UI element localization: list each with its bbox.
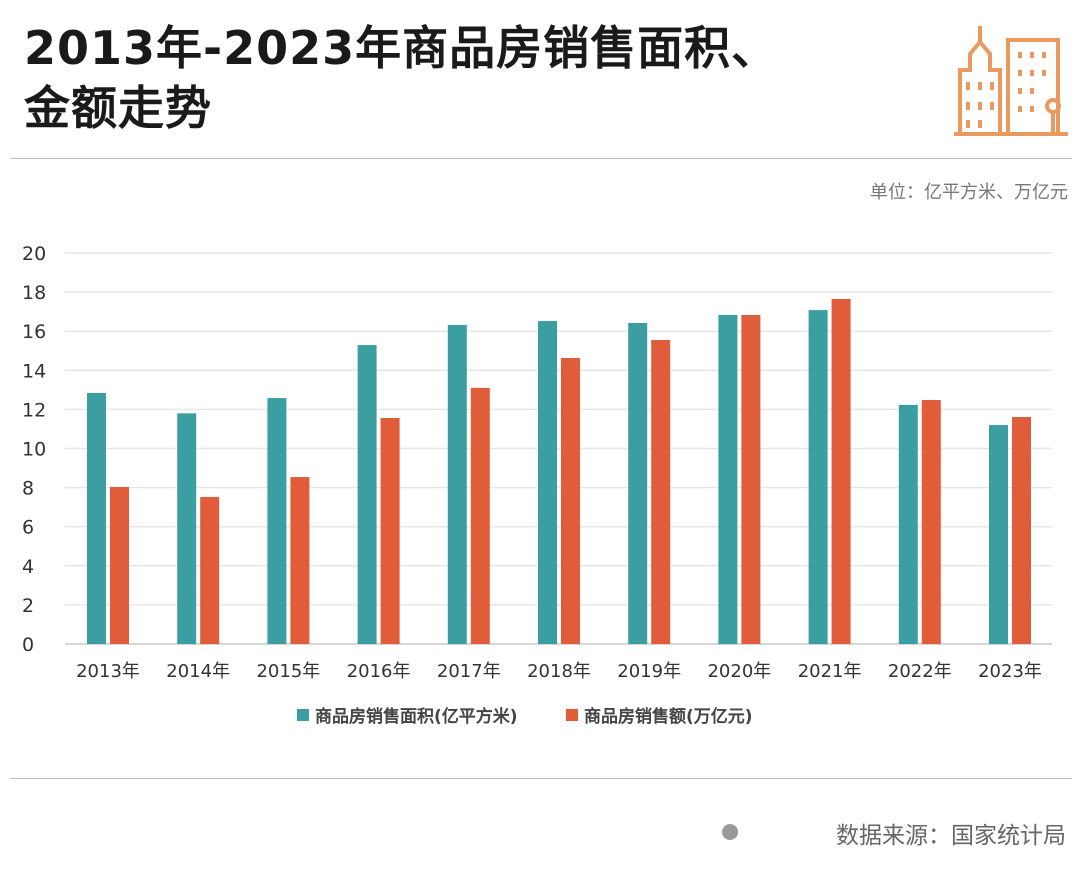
unit-label: 单位：亿平方米、万亿元 <box>870 182 1068 203</box>
bar-amount <box>741 314 761 644</box>
legend-label: 商品房销售额(万亿元) <box>584 706 753 727</box>
bar-area <box>87 392 106 644</box>
bar-amount <box>561 357 580 644</box>
y-tick-label: 2 <box>22 595 34 617</box>
y-tick-label: 14 <box>22 360 46 382</box>
bar-area <box>808 310 828 644</box>
bullet-icon <box>722 824 738 840</box>
title-line-2: 金额走势 <box>24 81 212 135</box>
x-tick-label: 2016年 <box>347 661 411 682</box>
bar-area <box>628 322 648 644</box>
y-tick-label: 20 <box>22 243 46 265</box>
legend-label: 商品房销售面积(亿平方米) <box>315 706 518 727</box>
y-tick-label: 4 <box>22 556 34 578</box>
y-tick-label: 18 <box>22 282 46 304</box>
y-tick-label: 10 <box>22 439 46 461</box>
bar-amount <box>651 339 671 644</box>
y-tick-label: 12 <box>22 399 46 421</box>
footer-divider <box>10 778 1072 779</box>
bar-amount <box>380 418 400 644</box>
bar-area <box>718 314 738 644</box>
page-title: 2013年-2023年商品房销售面积、 金额走势 <box>24 18 778 138</box>
bar-amount <box>921 400 941 644</box>
x-tick-label: 2018年 <box>527 661 591 682</box>
bar-area <box>989 425 1008 644</box>
bar-amount <box>831 298 851 644</box>
x-tick-label: 2013年 <box>76 661 140 682</box>
bar-amount <box>470 387 490 644</box>
header-divider <box>10 158 1072 159</box>
legend-swatch <box>297 709 309 721</box>
x-tick-label: 2020年 <box>707 661 771 682</box>
x-tick-label: 2017年 <box>437 661 501 682</box>
x-tick-label: 2019年 <box>617 661 681 682</box>
city-buildings-icon <box>954 26 1068 136</box>
bar-chart: 0 2 4 6 8 10 12 14 16 18 20 2013年 2014年 2015年 2016年 201… <box>22 243 1052 727</box>
bar-area <box>898 404 918 644</box>
y-tick-label: 0 <box>22 634 34 656</box>
bar-area <box>267 398 287 644</box>
bar-area <box>447 324 467 644</box>
bar-area <box>538 321 557 644</box>
legend-swatch <box>566 709 578 721</box>
bar-amount <box>1012 417 1031 644</box>
x-tick-label: 2023年 <box>978 661 1042 682</box>
x-tick-label: 2015年 <box>256 661 320 682</box>
x-tick-label: 2022年 <box>888 661 952 682</box>
bar-amount <box>110 487 129 644</box>
title-line-1: 2013年-2023年商品房销售面积、 <box>24 21 779 75</box>
bar-amount <box>290 477 310 644</box>
bar-area <box>177 413 197 644</box>
bar-area <box>357 345 377 644</box>
y-tick-label: 8 <box>22 478 34 500</box>
y-tick-label: 6 <box>22 517 34 539</box>
x-tick-label: 2014年 <box>166 661 230 682</box>
data-source: 数据来源：国家统计局 <box>836 823 1066 849</box>
bar-amount <box>200 496 220 644</box>
x-tick-label: 2021年 <box>798 661 862 682</box>
y-tick-label: 16 <box>22 321 46 343</box>
